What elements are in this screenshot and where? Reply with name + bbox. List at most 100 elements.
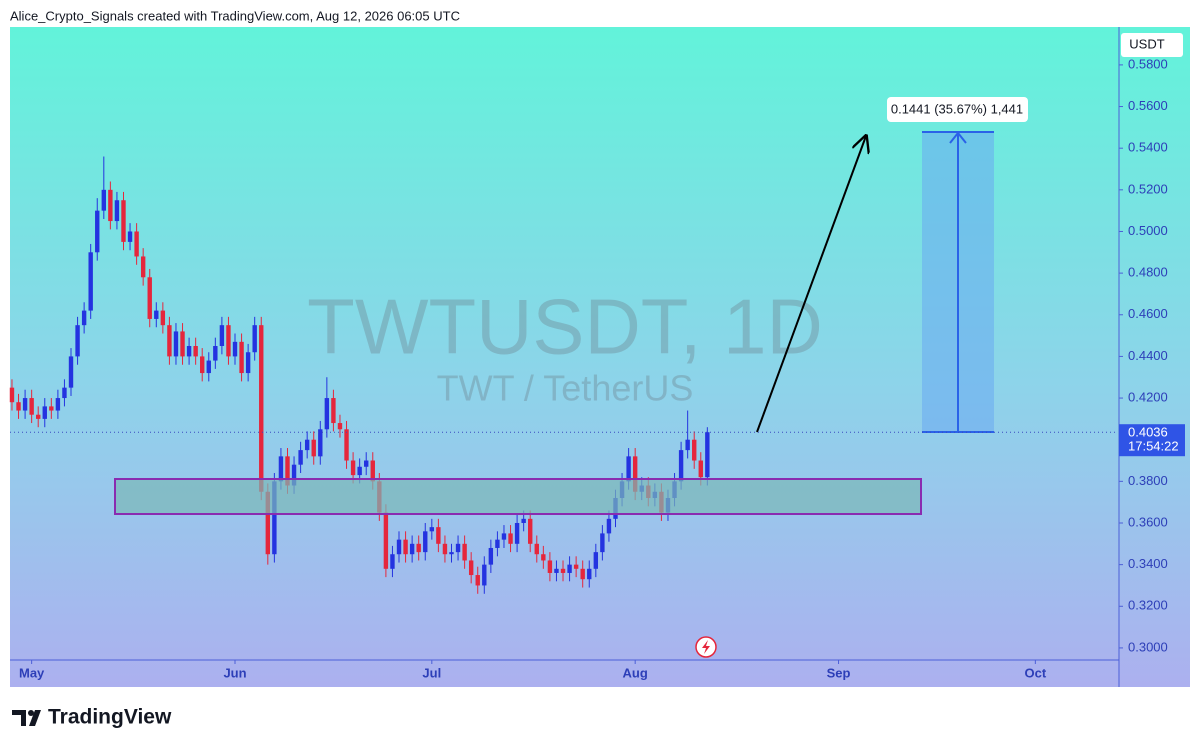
event-icon-bolt (702, 640, 710, 654)
candle-body (429, 527, 435, 532)
candle-body (632, 456, 638, 492)
candle-body (383, 512, 389, 569)
measure-arrowhead (949, 131, 967, 144)
countdown: 17:54:22 (1128, 439, 1179, 454)
y-tick-label: 0.3800 (1128, 473, 1168, 488)
candle-body (298, 450, 303, 465)
y-tick-label: 0.5800 (1128, 56, 1168, 71)
candle-body (134, 231, 139, 257)
candle-body (416, 543, 421, 553)
y-tick-label: 0.5200 (1128, 181, 1168, 196)
y-tick-label: 0.5400 (1128, 140, 1168, 155)
candle-body (121, 200, 126, 242)
candle-body (337, 423, 343, 430)
candle-body (692, 439, 697, 461)
currency-label: USDT (1129, 36, 1164, 51)
candle-body (364, 460, 369, 467)
candle-body (626, 456, 631, 482)
candle-body (567, 564, 572, 573)
candle-body (436, 527, 441, 544)
candle-body (468, 560, 474, 576)
candle-body (291, 464, 297, 486)
candle-body (311, 439, 316, 457)
candle-body (68, 356, 74, 388)
candle-body (409, 543, 415, 555)
candle-body (245, 352, 251, 374)
x-tick-label: Aug (623, 665, 648, 680)
candle-body (127, 231, 133, 242)
measure-label-box (887, 97, 1028, 122)
candle-body (678, 450, 684, 482)
candle-body (593, 552, 599, 569)
candle-body (462, 543, 467, 561)
pair-watermark: TWT / TetherUS (437, 368, 694, 409)
currency-box (1121, 33, 1183, 57)
candle-body (81, 310, 87, 326)
candle-body (449, 552, 454, 555)
brand-logo (12, 710, 41, 726)
candle-body (88, 252, 93, 311)
candle-body (685, 439, 690, 451)
y-tick-label: 0.4400 (1128, 348, 1168, 363)
candle-body (580, 568, 585, 580)
brand-name: TradingView (48, 706, 172, 729)
brand: TradingView (12, 706, 172, 729)
candle-body (101, 189, 107, 211)
y-tick-label: 0.3000 (1128, 639, 1168, 654)
brand-logo-dot (28, 710, 34, 716)
candle-body (331, 398, 336, 424)
candle-body (49, 406, 54, 411)
candle-body (114, 200, 120, 222)
candle-body (9, 387, 15, 403)
last-price-box (1119, 424, 1185, 457)
candle-body (501, 533, 507, 540)
candle-body (521, 518, 526, 523)
y-tick-label: 0.4800 (1128, 265, 1168, 280)
candle-body (587, 568, 592, 580)
watermark: TWTUSDT, 1D TWT / TetherUS (307, 283, 823, 409)
x-tick-label: Oct (1025, 665, 1047, 680)
candle-body (193, 345, 198, 357)
y-tick-label: 0.4600 (1128, 306, 1168, 321)
candle-body (173, 331, 179, 357)
candle-body (16, 402, 21, 411)
x-tick-label: May (19, 665, 45, 680)
candle-body (475, 575, 480, 586)
candle-body (232, 341, 238, 357)
candle-body (252, 325, 257, 353)
support-zone (114, 478, 922, 515)
candle-body (200, 356, 205, 374)
candle-body (239, 341, 244, 374)
candle-body (285, 456, 290, 486)
candle-body (180, 331, 185, 357)
candle-body (160, 310, 166, 326)
candle-body (95, 210, 100, 253)
symbol-watermark: TWTUSDT, 1D (307, 283, 823, 371)
candle-body (36, 414, 41, 419)
candle-body (528, 518, 533, 544)
candle-body (318, 429, 323, 457)
candle-body (29, 398, 34, 415)
candle-body (272, 481, 277, 555)
candle-body (55, 398, 61, 411)
candle-body (167, 325, 172, 357)
candle-body (344, 429, 349, 461)
candle-body (278, 456, 284, 482)
candle-body (226, 325, 231, 357)
candle-body (213, 345, 218, 361)
candle-body (350, 460, 356, 476)
candle-body (403, 539, 408, 555)
candle-body (455, 543, 461, 553)
candle-body (22, 398, 28, 411)
candle-body (390, 554, 395, 569)
y-tick-label: 0.4200 (1128, 389, 1168, 404)
candle-body (560, 568, 566, 573)
candle-body (154, 310, 159, 319)
candle-body (442, 543, 448, 555)
candle-body (304, 439, 310, 451)
candle-body (62, 387, 67, 399)
candle-body (219, 325, 225, 346)
y-tick-label: 0.3400 (1128, 556, 1168, 571)
y-tick-label: 0.5600 (1128, 98, 1168, 113)
